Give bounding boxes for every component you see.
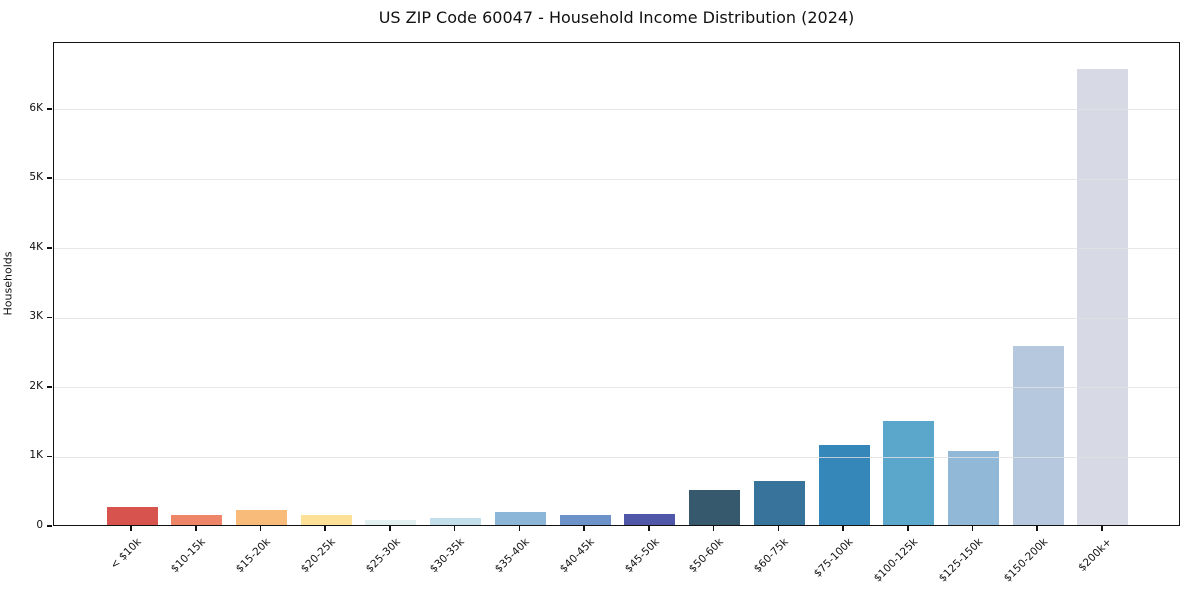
y-axis-tick — [47, 247, 52, 249]
bar-< $10k — [106, 506, 158, 525]
gridline — [54, 387, 1179, 389]
x-axis-tick — [259, 526, 262, 531]
gridline — [54, 248, 1179, 250]
x-axis-tick-label: $100-125k — [871, 536, 921, 585]
y-axis-tick-label: 0 — [36, 519, 43, 531]
y-axis-tick — [47, 386, 52, 388]
gridline — [54, 317, 1179, 319]
x-axis-tick — [583, 526, 585, 531]
y-axis-tick — [47, 177, 52, 180]
bar-$100-125k — [883, 421, 935, 525]
x-axis-tick-label: $25-30k — [363, 536, 403, 576]
plot-area — [53, 42, 1180, 526]
x-axis-tick — [1036, 526, 1038, 531]
y-axis-label: Households — [1, 251, 15, 316]
bar-$35-40k — [494, 511, 546, 525]
bar-$40-45k — [559, 515, 611, 525]
bar-$50-60k — [689, 490, 741, 525]
gridline — [54, 178, 1179, 180]
x-axis-tick — [1101, 526, 1103, 531]
y-axis-tick — [47, 525, 52, 527]
x-axis-tick — [842, 526, 844, 531]
x-axis-tick — [130, 526, 132, 531]
x-axis-tick-label: $35-40k — [492, 536, 532, 576]
x-axis-tick — [324, 526, 326, 531]
gridline — [54, 109, 1179, 111]
bar-$200k+ — [1077, 68, 1129, 525]
bar-$30-35k — [430, 518, 482, 525]
x-axis-tick — [777, 526, 780, 531]
bar-$25-30k — [365, 519, 417, 525]
bar-$10-15k — [171, 514, 223, 525]
x-axis-tick — [453, 526, 456, 531]
y-axis-tick-label: 6K — [29, 101, 43, 114]
y-axis-tick-label: 3K — [29, 310, 43, 323]
x-axis-tick-label: $40-45k — [557, 536, 597, 576]
x-axis-tick-label: < $10k — [107, 536, 144, 572]
x-axis-tick-label: $125-150k — [936, 536, 985, 585]
bar-$125-150k — [947, 450, 999, 525]
x-axis-tick — [389, 526, 391, 531]
x-axis-tick-label: $60-75k — [751, 536, 791, 576]
x-axis-tick-label: $200k+ — [1076, 536, 1115, 574]
x-axis-tick-label: $50-60k — [686, 536, 727, 576]
y-axis-tick-label: 4K — [29, 240, 43, 253]
x-axis-tick — [906, 526, 909, 531]
bar-$45-50k — [624, 513, 676, 525]
y-axis-tick — [47, 316, 52, 319]
x-axis-tick — [971, 526, 974, 531]
x-axis-tick-label: $20-25k — [298, 536, 338, 576]
x-axis-tick — [518, 526, 521, 531]
x-axis-tick — [194, 526, 197, 531]
bar-$15-20k — [235, 509, 287, 525]
x-axis-tick-label: $150-200k — [1001, 536, 1050, 585]
bar-$75-100k — [818, 445, 870, 525]
x-axis-tick-label: $15-20k — [233, 536, 273, 576]
y-axis-tick — [47, 455, 52, 458]
y-axis-tick-label: 1K — [29, 449, 43, 462]
x-axis-tick-label: $75-100k — [811, 536, 856, 580]
x-axis-tick-label: $30-35k — [428, 536, 468, 576]
x-axis-tick — [648, 526, 650, 531]
chart-title: US ZIP Code 60047 - Household Income Dis… — [378, 8, 855, 27]
gridline — [54, 456, 1179, 458]
bar-$150-200k — [1012, 346, 1064, 525]
y-axis-tick-label: 5K — [29, 171, 43, 184]
x-axis-tick — [712, 526, 715, 531]
bar-$20-25k — [300, 515, 352, 525]
x-axis-tick-label: $10-15k — [169, 536, 209, 576]
y-axis-tick — [47, 107, 52, 110]
bar-$60-75k — [753, 480, 805, 525]
y-axis-tick-label: 2K — [29, 379, 43, 392]
x-axis-tick-label: $45-50k — [622, 536, 662, 576]
